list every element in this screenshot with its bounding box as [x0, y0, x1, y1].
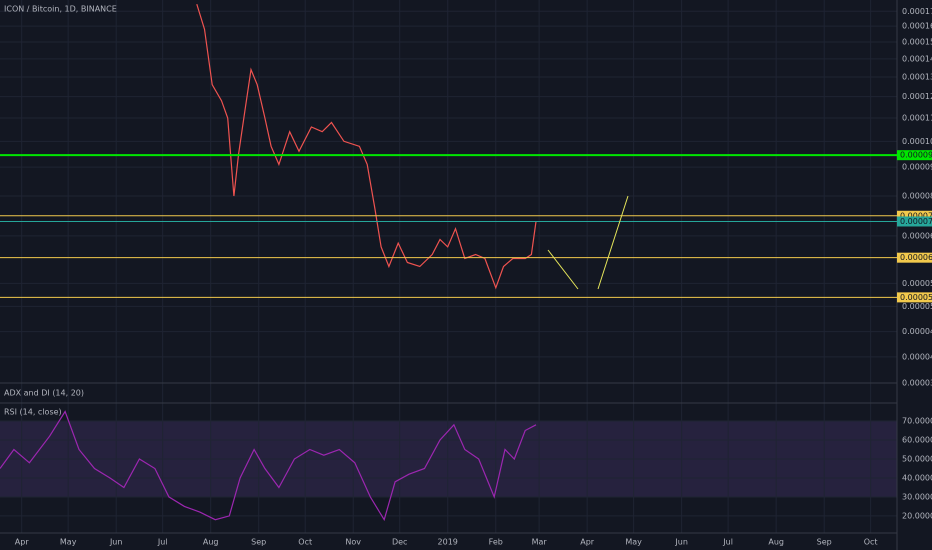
- y-tick-label: 0.0001000: [902, 137, 932, 146]
- level-label: 0.0000622: [900, 253, 932, 262]
- projection-line: [547, 249, 579, 290]
- level-label-box: [897, 252, 932, 263]
- y-tick-label: 70.0000: [902, 417, 932, 426]
- level-label-box: [897, 210, 932, 221]
- y-tick-label: 0.0000415: [902, 352, 932, 361]
- price-line: [0, 410, 537, 522]
- x-tick-label: Jul: [722, 538, 733, 547]
- x-tick-label: Jun: [109, 538, 123, 547]
- y-tick-label: 0.0000510: [902, 302, 932, 311]
- x-tick-label: Mar: [532, 538, 548, 547]
- y-tick-label: 0.0001400: [902, 54, 932, 63]
- x-tick-label: Aug: [203, 538, 219, 547]
- marks: [0, 4, 897, 522]
- level-label: 0.0000529: [900, 293, 932, 302]
- y-tick-label: 0.0001500: [902, 37, 932, 46]
- x-tick-label: Nov: [345, 538, 361, 547]
- x-tick-label: Dec: [392, 538, 407, 547]
- y-tick-label: 0.0001100: [902, 113, 932, 122]
- price-line: [196, 4, 537, 290]
- y-tick-label: 0.0000460: [902, 327, 932, 336]
- level-label: 0.0000721: [900, 217, 932, 226]
- y-tick-label: 20.0000: [902, 511, 932, 520]
- level-label-box: [897, 150, 932, 161]
- y-tick-label: 0.0000373: [902, 379, 932, 388]
- x-tick-label: Feb: [489, 538, 503, 547]
- y-tick-label: 0.0000800: [902, 192, 932, 201]
- grid: [0, 0, 897, 533]
- y-tick-label: 0.0001300: [902, 73, 932, 82]
- y-tick-label: 0.0001700: [902, 7, 932, 16]
- y-tick-label: 40.0000: [902, 473, 932, 482]
- x-tick-label: May: [60, 538, 77, 547]
- level-label-box: [897, 216, 932, 227]
- y-tick-label: 0.0000560: [902, 279, 932, 288]
- chart-title: ICON / Bitcoin, 1D, BINANCE: [4, 5, 117, 14]
- y-tick-label: 60.0000: [902, 436, 932, 445]
- x-tick-label: Jun: [674, 538, 688, 547]
- x-tick-label: Sep: [817, 538, 832, 547]
- y-tick-label: 0.0001600: [902, 22, 932, 31]
- indicator-label: ADX and DI (14, 20): [4, 389, 84, 398]
- x-tick-label: Apr: [580, 538, 595, 547]
- x-tick-label: Oct: [298, 538, 312, 547]
- y-tick-label: 0.0000680: [902, 231, 932, 240]
- x-tick-label: Jul: [157, 538, 168, 547]
- x-tick-label: Aug: [768, 538, 784, 547]
- indicator-label: RSI (14, close): [4, 408, 62, 417]
- x-tick-label: Sep: [251, 538, 266, 547]
- level-label: 0.0000945: [900, 151, 932, 160]
- level-label-box: [897, 292, 932, 303]
- y-tick-label: 0.0001200: [902, 92, 932, 101]
- level-label: 0.0000738: [900, 211, 932, 220]
- y-tick-label: 50.0000: [902, 454, 932, 463]
- x-tick-label: Oct: [864, 538, 878, 547]
- x-tick-label: Apr: [15, 538, 30, 547]
- y-tick-label: 0.0000900: [902, 163, 932, 172]
- x-tick-label: May: [625, 538, 642, 547]
- x-tick-label: 2019: [438, 538, 458, 547]
- projection-line: [597, 195, 629, 290]
- y-tick-label: 30.0000: [902, 492, 932, 501]
